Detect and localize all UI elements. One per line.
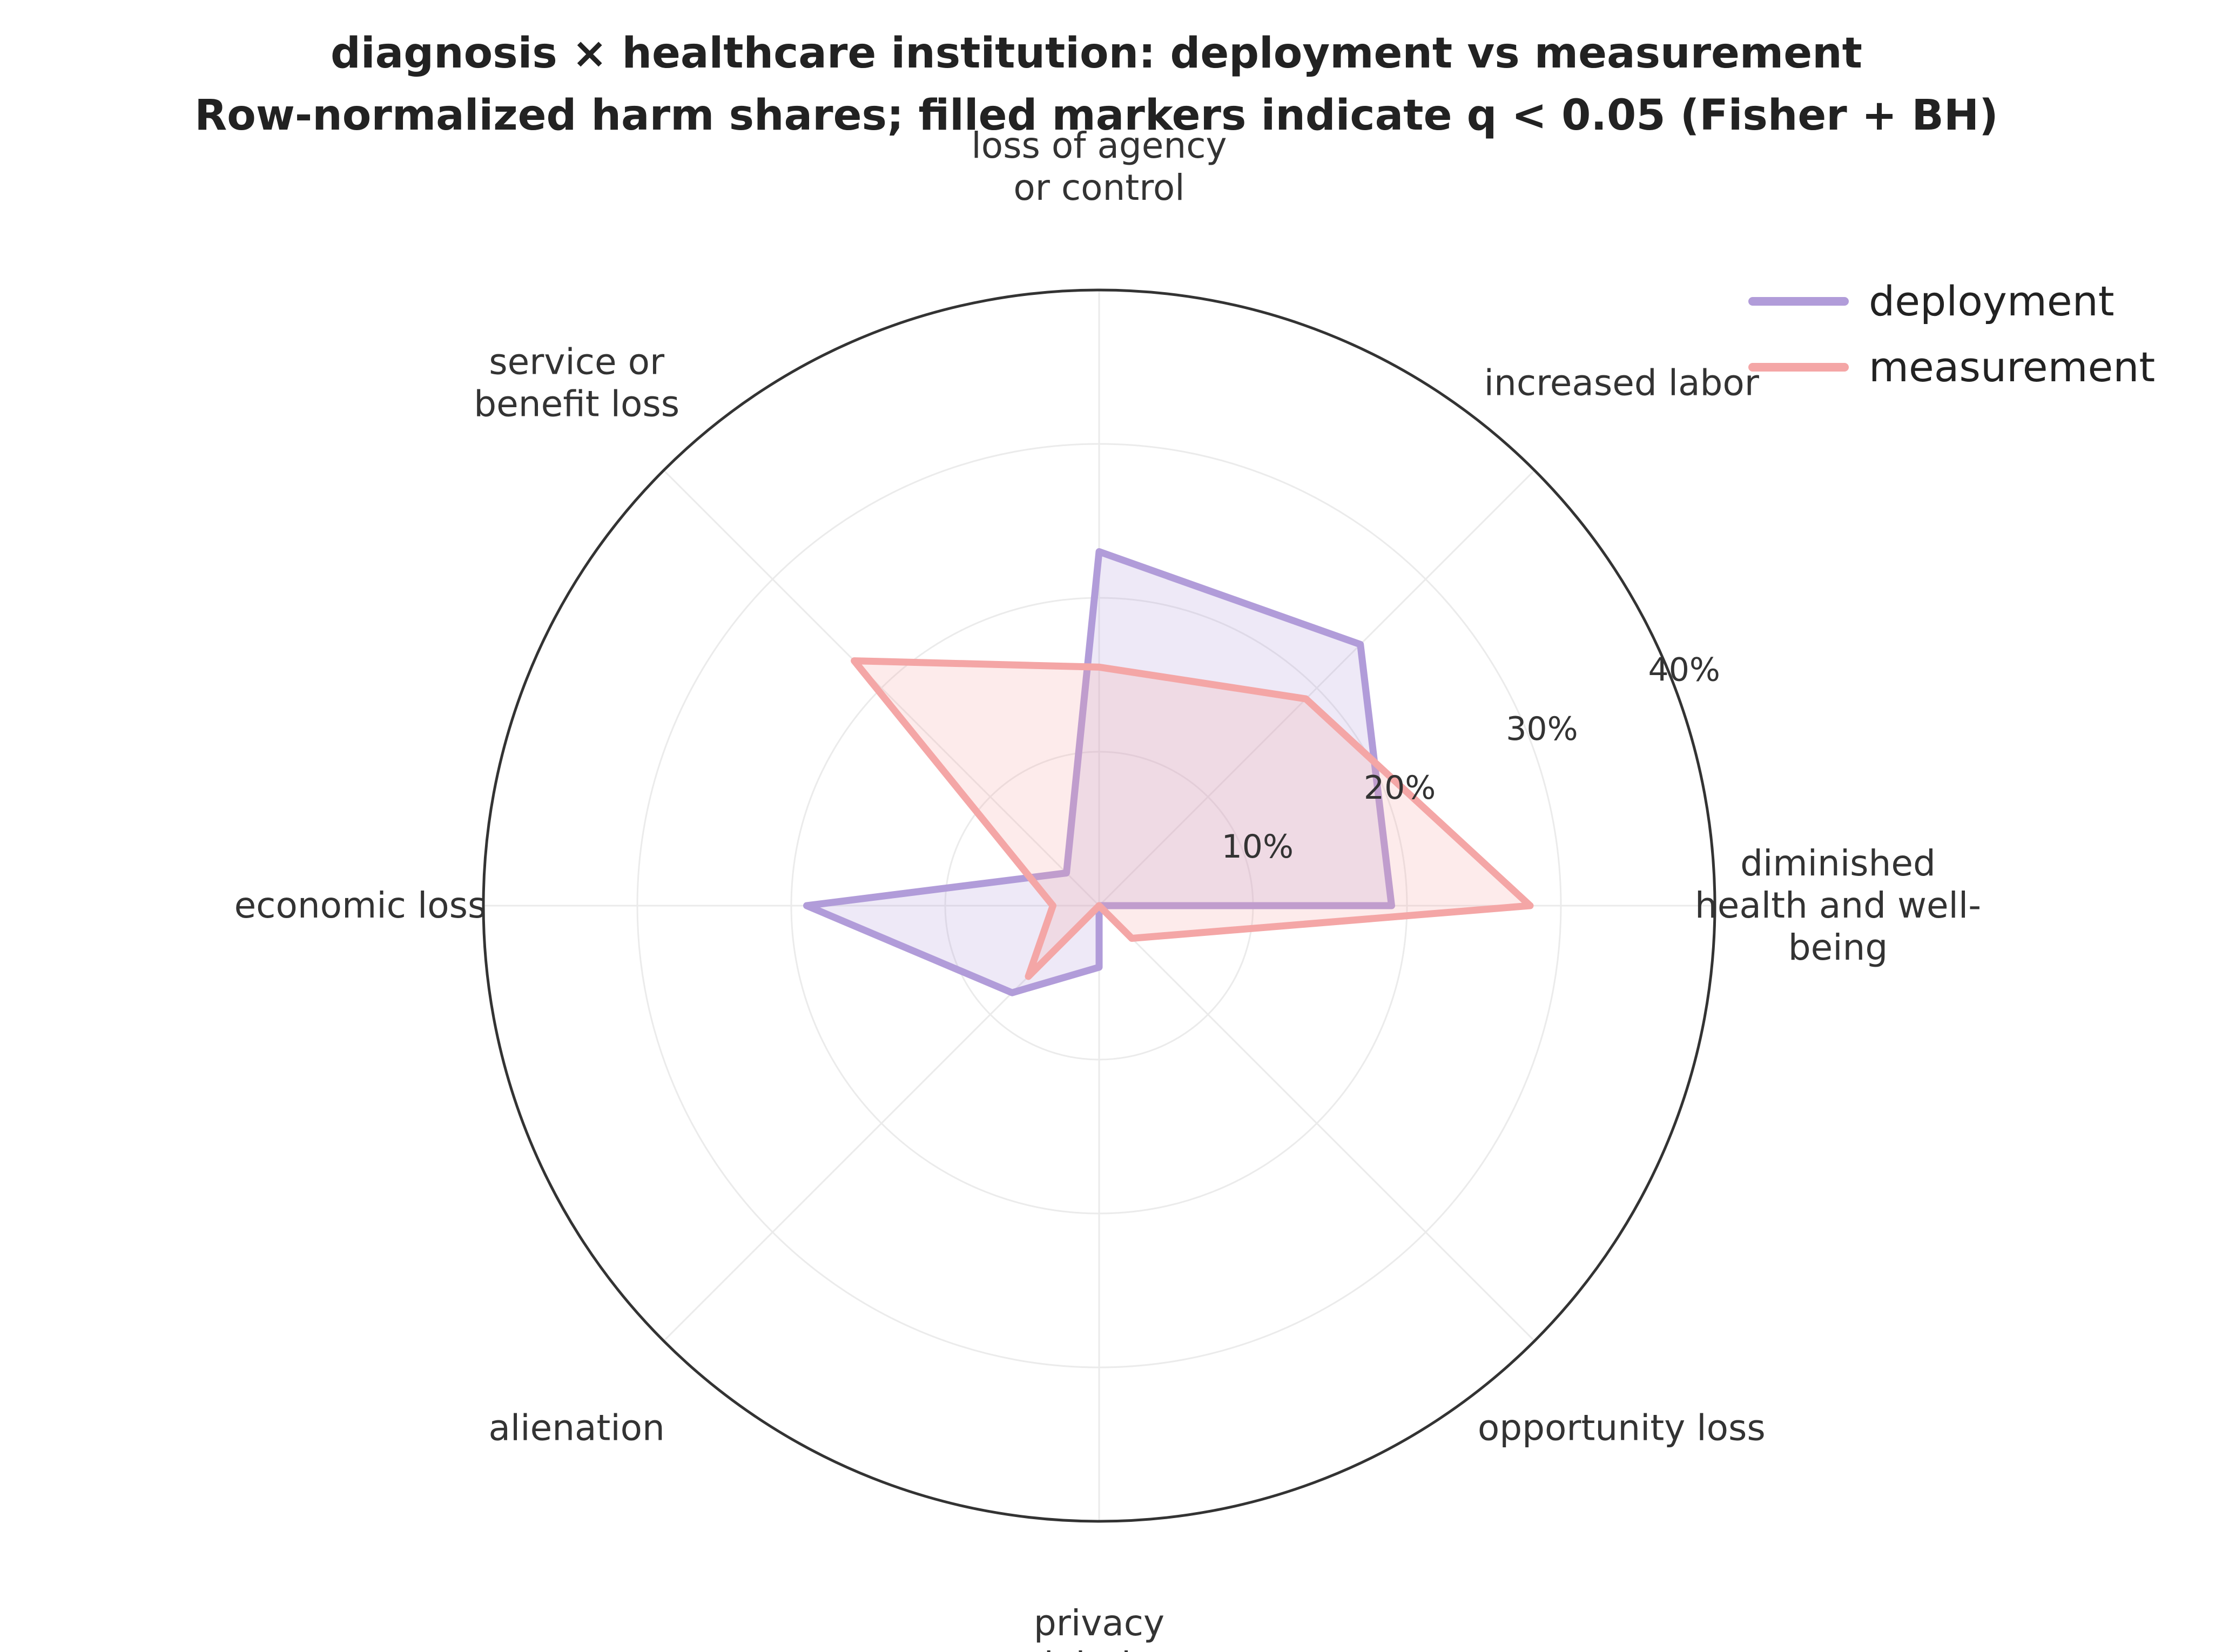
polar-frame — [482, 288, 1716, 1523]
axis-label-2: loss of agency or control — [971, 125, 1227, 208]
axis-label-0: diminished health and well-being — [1695, 842, 1981, 968]
grid-spoke-7 — [1098, 905, 1536, 1342]
axis-label-6: privacyviolation — [1023, 1602, 1176, 1652]
radar-grid — [483, 290, 1715, 1521]
radar-series — [803, 548, 1534, 996]
chart-title: diagnosis × healthcare institution: depl… — [331, 29, 1862, 78]
axis-labels: diminished health and well-being increased… — [234, 125, 1982, 1652]
legend-label-deployment: deployment — [1869, 277, 2115, 325]
series-line-measurement — [851, 657, 1534, 980]
tick-label-3: 40% — [1648, 651, 1720, 689]
radial-tick-labels: 10% 20% 30% 40% — [1222, 651, 1720, 866]
series-line-deployment — [803, 548, 1395, 996]
axis-label-1: increased labor — [1484, 362, 1760, 404]
tick-label-2: 30% — [1506, 710, 1578, 748]
series-area-measurement — [854, 660, 1530, 976]
series-area-deployment — [806, 551, 1392, 993]
legend-label-measurement: measurement — [1869, 343, 2155, 391]
legend: deployment measurement — [1748, 277, 2155, 391]
axis-label-4: economic loss — [234, 885, 487, 926]
chart-subtitle: Row-normalized harm shares; filled marke… — [194, 91, 1998, 140]
axis-label-5: alienation — [488, 1407, 664, 1448]
axis-label-7: opportunity loss — [1478, 1407, 1766, 1448]
tick-label-0: 10% — [1222, 828, 1294, 866]
grid-spoke-1 — [1098, 469, 1536, 907]
tick-label-1: 20% — [1364, 769, 1436, 807]
grid-spoke-3 — [663, 469, 1100, 907]
axis-label-3: service or benefit loss — [474, 341, 679, 425]
